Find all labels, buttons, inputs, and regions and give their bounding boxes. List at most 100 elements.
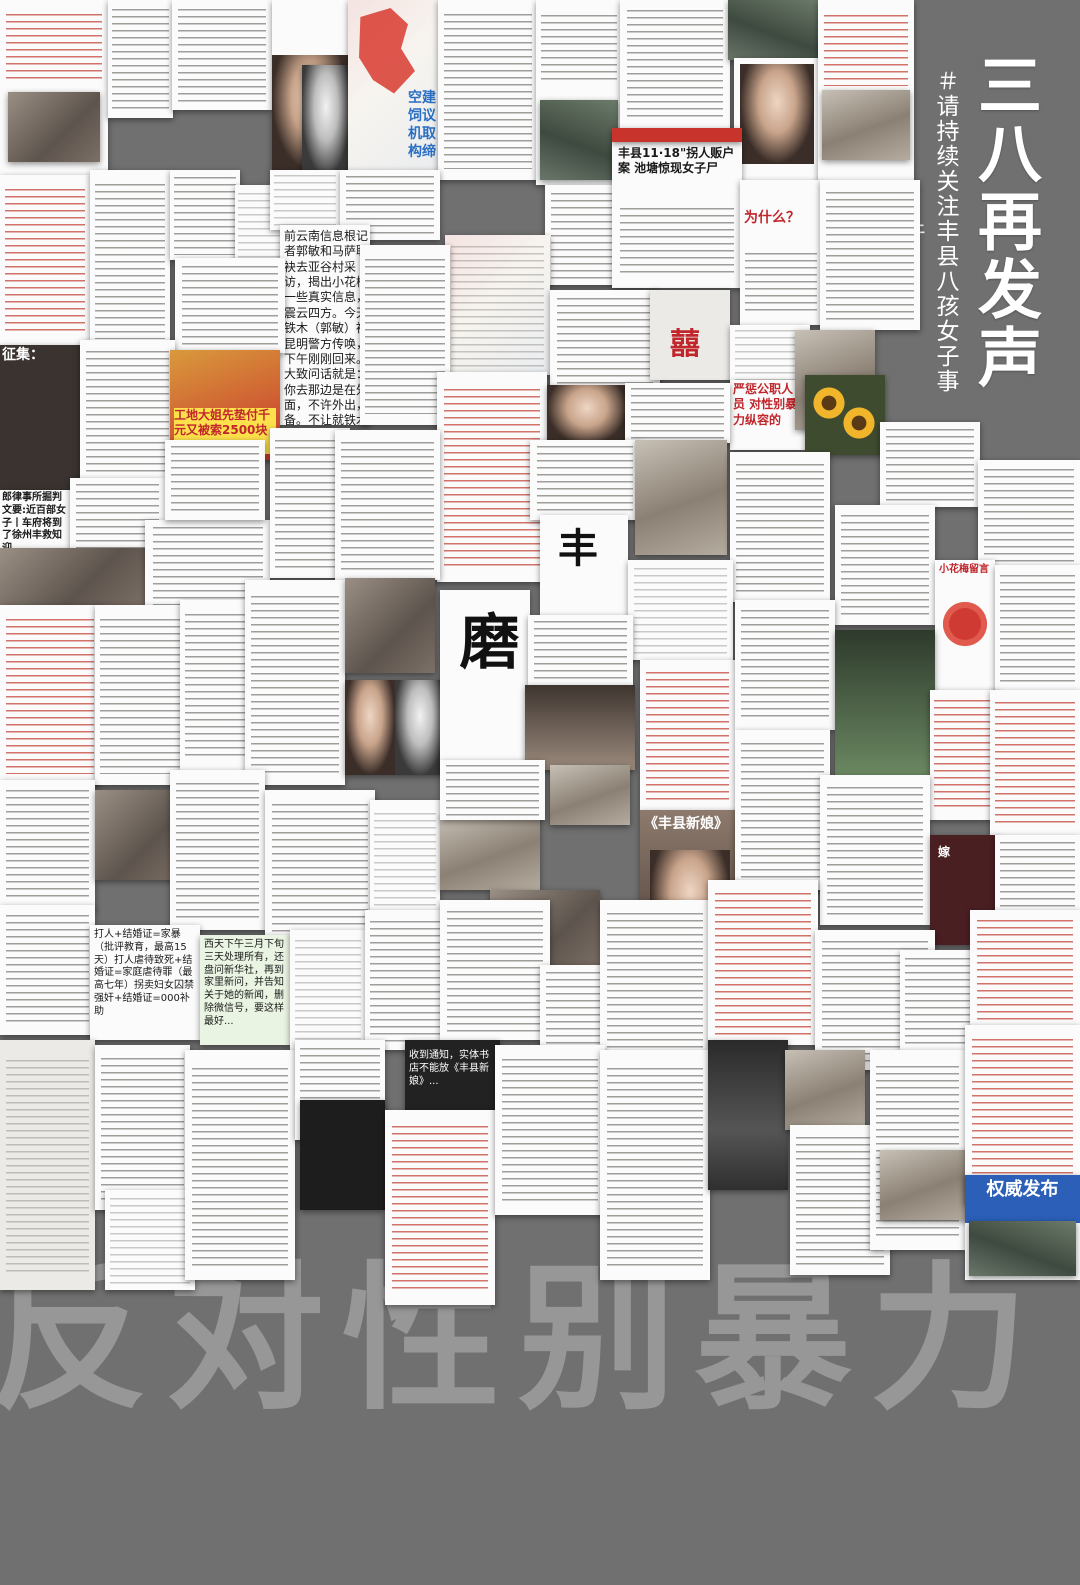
text-lines xyxy=(645,672,730,801)
text-lines xyxy=(744,252,818,317)
dark-screen-card xyxy=(300,1100,385,1210)
text-lines xyxy=(536,446,634,516)
headline-hashtag: ＃请持续关注丰县八孩女子事件 xyxy=(898,68,958,394)
text-lines xyxy=(171,446,259,516)
route-map-card xyxy=(445,235,550,375)
headline-title: 三八再发声 xyxy=(967,52,1042,392)
screenshot-card xyxy=(835,505,935,625)
text-lines xyxy=(5,790,90,903)
screenshot-card xyxy=(185,1050,295,1280)
screenshot-card xyxy=(880,422,980,507)
xi-char-card: 囍 xyxy=(650,290,730,380)
photo xyxy=(8,92,100,162)
paragraph-text: 前云南信息根记者郭敏和马萨联袂去亚谷村采访，揭出小花梅一些真实信息，震云四方。今… xyxy=(284,229,369,425)
lawyer-card: 郎律事所掘判文要:近百部女子丨车府将到了徐州丰救知迎 xyxy=(0,490,70,550)
screenshot-card xyxy=(180,600,255,770)
screenshot-card xyxy=(600,900,710,1060)
portraits-photo xyxy=(0,548,145,608)
text-lines xyxy=(626,10,724,123)
screenshot-card xyxy=(245,580,345,785)
text-lines xyxy=(984,468,1074,564)
sticker-bride: 《丰县新娘》 xyxy=(644,816,728,832)
text-lines xyxy=(823,15,909,86)
text-lines xyxy=(191,1068,289,1267)
text-lines xyxy=(841,514,929,618)
phone-status-text: 收到通知，实体书店不能放《丰县新娘》... xyxy=(409,1050,489,1087)
screenshot-card xyxy=(528,615,633,685)
screenshot-card xyxy=(95,605,185,785)
screenshot-card xyxy=(0,175,90,345)
text-lines xyxy=(740,742,825,881)
text-lines xyxy=(175,782,260,921)
screenshot-card xyxy=(440,900,550,1040)
text-lines xyxy=(796,1137,884,1266)
screenshot-card xyxy=(175,258,285,353)
text-lines xyxy=(826,787,924,916)
text-lines xyxy=(6,619,94,775)
mill-card: 磨 xyxy=(440,590,530,770)
document-photo xyxy=(440,815,540,890)
photo xyxy=(345,578,435,673)
document-photo xyxy=(635,440,727,555)
highlight-card xyxy=(708,880,818,1045)
sticker-airport-art: 空建 饲议 机取 构缔 xyxy=(408,90,436,160)
text-lines xyxy=(5,915,90,1028)
screenshot-card xyxy=(820,775,930,925)
screenshot-card xyxy=(365,910,445,1050)
screenshot-card xyxy=(438,0,538,180)
phone-status-card: 收到通知，实体书店不能放《丰县新娘》... xyxy=(405,1040,500,1110)
screenshot-card: 为什么？ xyxy=(740,180,822,325)
text-lines xyxy=(274,440,346,569)
text-lines xyxy=(1000,841,1075,915)
screenshot-card xyxy=(734,58,820,183)
sticker-fengxian-case: 丰县11·18"拐人贩户案 池塘惊现女子尸 xyxy=(618,146,735,176)
screenshot-card xyxy=(70,478,165,553)
text-lines xyxy=(111,9,170,111)
screenshot-card xyxy=(600,1050,710,1280)
portrait-photo xyxy=(547,385,627,445)
authority-card: 权威发布 xyxy=(965,1175,1080,1280)
text-lines xyxy=(826,192,914,321)
red-header xyxy=(612,128,742,142)
screenshot-card xyxy=(108,0,173,118)
text-lines xyxy=(181,265,279,348)
text-lines xyxy=(446,911,544,1032)
screenshot-card xyxy=(495,1045,605,1215)
sticker-bride-label: 嫁 xyxy=(938,845,951,859)
screenshot-card xyxy=(172,0,272,110)
highlight-card xyxy=(640,660,735,810)
text-lines xyxy=(152,527,263,605)
text-lines xyxy=(174,177,236,255)
screenshot-card xyxy=(550,290,660,390)
text-lines xyxy=(294,939,361,1043)
sunflower-photo xyxy=(805,375,885,455)
text-lines xyxy=(369,921,441,1042)
screenshot-card xyxy=(95,1045,190,1210)
flower-icon xyxy=(943,602,987,646)
screenshot-card xyxy=(0,0,108,175)
sticker-little-flower: 小花梅留言 xyxy=(939,564,989,575)
screenshot-card xyxy=(290,930,365,1050)
text-lines xyxy=(5,1060,90,1275)
notice-text: 西天下午三月下旬三天处理所有，还盘问新华社，再到家里新问，并告知关于她的新闻，删… xyxy=(204,939,284,1027)
screenshot-card xyxy=(970,910,1080,1030)
screenshot-card xyxy=(360,245,450,425)
text-lines xyxy=(971,1039,1074,1195)
map-card: 空建 饲议 机取 构缔 xyxy=(348,0,444,172)
screenshot-card xyxy=(0,605,100,785)
text-lines xyxy=(995,701,1075,827)
portrait-photo xyxy=(395,680,445,775)
screenshot-card xyxy=(625,383,730,443)
screenshot-card xyxy=(90,170,170,350)
screenshot-card xyxy=(930,690,1000,820)
sticker-mill: 磨 xyxy=(449,610,519,670)
text-lines xyxy=(100,1058,185,1201)
calligraphy-feng: 丰 xyxy=(551,527,598,567)
text-lines xyxy=(100,619,180,775)
portrait-photo xyxy=(740,64,814,164)
sentence-card: 打人+结婚证=家暴（批评教育，最高15天）打人虐待致死+结婚证=家庭虐待罪（最高… xyxy=(90,925,200,1040)
text-lines xyxy=(606,912,704,1051)
sunflower xyxy=(811,385,847,421)
text-lines xyxy=(606,1068,704,1267)
